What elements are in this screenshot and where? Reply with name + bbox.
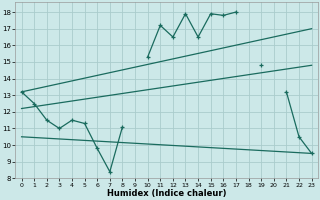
X-axis label: Humidex (Indice chaleur): Humidex (Indice chaleur): [107, 189, 226, 198]
